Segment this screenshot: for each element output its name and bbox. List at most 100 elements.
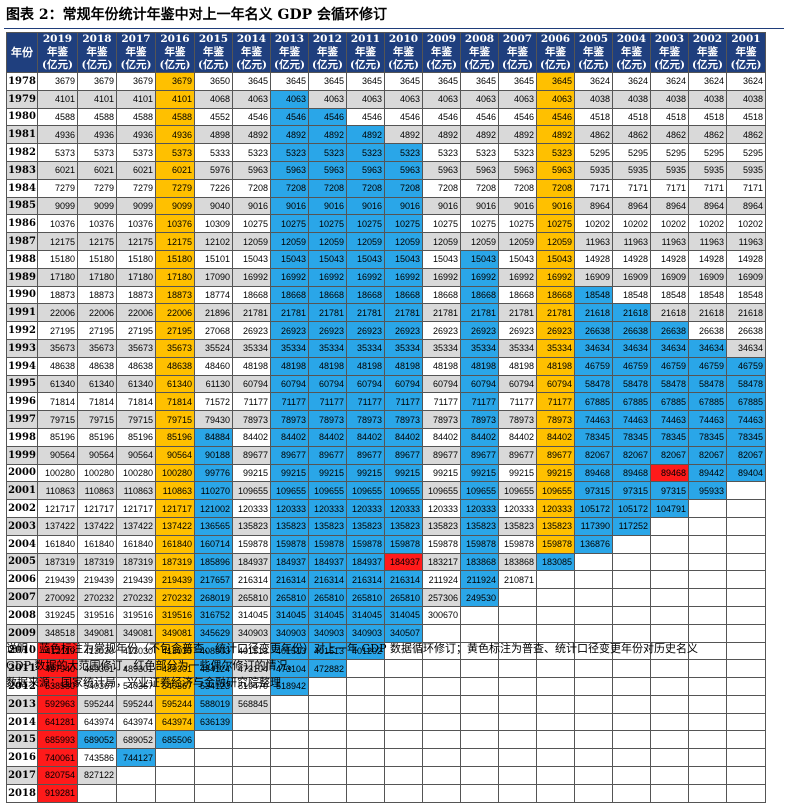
table-row: 2013 592963 595244 595244 595244 588019 568845 [6, 694, 766, 714]
gdp-value-cell: 16992 [536, 267, 575, 287]
gdp-value-cell: 595244 [116, 694, 156, 714]
gdp-value-cell: 26923 [460, 321, 499, 340]
header-line: 年鉴 [583, 46, 604, 58]
gdp-value-cell [384, 748, 423, 768]
gdp-value-cell [574, 552, 613, 572]
gdp-value-cell: 120333 [270, 499, 309, 518]
gdp-value-cell: 78973 [384, 410, 423, 429]
gdp-value-cell: 643974 [155, 712, 195, 732]
gdp-value-cell: 12175 [155, 232, 195, 251]
gdp-value-cell: 35673 [77, 338, 117, 358]
gdp-value-cell: 4862 [726, 125, 766, 145]
gdp-value-cell: 74463 [574, 410, 613, 429]
gdp-value-cell [422, 766, 461, 785]
gdp-value-cell: 16992 [460, 267, 499, 287]
gdp-value-cell: 5963 [232, 160, 271, 180]
gdp-value-cell: 4038 [574, 89, 613, 109]
gdp-value-cell [232, 748, 271, 768]
gdp-value-cell: 217657 [194, 570, 233, 590]
gdp-value-cell [650, 712, 689, 732]
gdp-value-cell [688, 623, 727, 643]
note-line-2: GDP 数据的大范围修订，红色部分为一些偶尔修订的情况。 [6, 659, 299, 672]
gdp-value-cell [612, 766, 651, 785]
gdp-value-cell [650, 552, 689, 572]
row-year: 2014 [6, 712, 38, 732]
gdp-value-cell: 7208 [498, 178, 537, 198]
gdp-value-cell: 18548 [574, 285, 613, 305]
gdp-value-cell: 595244 [155, 694, 195, 714]
gdp-value-cell: 99215 [460, 463, 499, 483]
header-line: 2006 [540, 33, 571, 46]
gdp-value-cell: 159878 [422, 534, 461, 554]
table-row: 1992 27195 27195 27195 27195 27068 26923 26923 2… [6, 321, 766, 340]
gdp-value-cell: 71177 [270, 392, 309, 412]
gdp-value-cell: 5323 [270, 143, 309, 162]
gdp-value-cell: 4518 [612, 107, 651, 127]
gdp-value-cell: 26923 [498, 321, 537, 340]
gdp-value-cell: 184937 [384, 552, 423, 572]
gdp-value-cell: 78973 [232, 410, 271, 429]
gdp-value-cell: 5295 [574, 143, 613, 162]
gdp-value-cell: 4546 [460, 107, 499, 127]
header-line: 年鉴 [697, 46, 718, 58]
row-year: 1996 [6, 392, 38, 412]
table-row: 1997 79715 79715 79715 79715 79430 78973 78973 7… [6, 410, 766, 429]
gdp-value-cell: 7226 [194, 178, 233, 198]
header-yearbook-2014: 2014 年鉴 (亿元) [232, 32, 271, 73]
gdp-value-cell: 9016 [460, 196, 499, 216]
gdp-value-cell: 109655 [536, 481, 575, 501]
gdp-value-cell: 919281 [37, 783, 78, 803]
gdp-value-cell: 265810 [308, 588, 347, 607]
gdp-value-cell: 3650 [194, 72, 233, 91]
row-year: 1989 [6, 267, 38, 287]
gdp-value-cell: 5295 [726, 143, 766, 162]
gdp-value-cell: 216314 [270, 570, 309, 590]
gdp-value-cell: 161840 [116, 534, 156, 554]
gdp-value-cell: 17180 [116, 267, 156, 287]
gdp-value-cell: 84402 [270, 427, 309, 447]
gdp-value-cell: 137422 [37, 516, 78, 536]
gdp-value-cell: 314045 [346, 605, 385, 625]
gdp-value-cell: 7171 [688, 178, 727, 198]
gdp-value-cell: 5323 [536, 143, 575, 162]
header-line: 年鉴 [317, 46, 338, 58]
gdp-value-cell: 4892 [346, 125, 385, 145]
header-year: 年份 [6, 32, 38, 73]
gdp-value-cell [726, 605, 766, 625]
gdp-value-cell: 48198 [422, 356, 461, 376]
header-line: 年鉴 [621, 46, 642, 58]
gdp-value-cell [116, 783, 156, 803]
gdp-value-cell: 5323 [232, 143, 271, 162]
gdp-value-cell: 3679 [155, 72, 195, 91]
gdp-value-cell: 6021 [37, 160, 78, 180]
gdp-value-cell: 89677 [270, 445, 309, 465]
gdp-value-cell [384, 694, 423, 714]
table-row: 1994 48638 48638 48638 48638 48460 48198 48198 4… [6, 356, 766, 376]
gdp-value-cell: 184937 [232, 552, 271, 572]
gdp-value-cell [726, 570, 766, 590]
header-line: 年鉴 [431, 46, 452, 58]
gdp-value-cell: 74463 [650, 410, 689, 429]
gdp-value-cell: 78973 [422, 410, 461, 429]
gdp-value-cell [688, 641, 727, 661]
gdp-value-cell: 216314 [384, 570, 423, 590]
row-year: 1987 [6, 232, 38, 251]
gdp-value-cell: 89677 [536, 445, 575, 465]
gdp-value-cell: 78973 [536, 410, 575, 429]
gdp-value-cell: 27195 [116, 321, 156, 340]
gdp-value-cell: 210871 [498, 570, 537, 590]
gdp-value-cell: 48638 [37, 356, 78, 376]
gdp-value-cell: 60794 [308, 374, 347, 394]
gdp-value-cell: 26923 [346, 321, 385, 340]
row-year: 1983 [6, 160, 38, 180]
gdp-value-cell: 268019 [194, 588, 233, 607]
gdp-value-cell: 135823 [384, 516, 423, 536]
gdp-value-cell: 121717 [37, 499, 78, 518]
gdp-value-cell: 16909 [612, 267, 651, 287]
gdp-value-cell: 35334 [308, 338, 347, 358]
gdp-value-cell: 7208 [346, 178, 385, 198]
gdp-value-cell: 5935 [574, 160, 613, 180]
gdp-value-cell: 78973 [308, 410, 347, 429]
gdp-value-cell: 21781 [384, 303, 423, 323]
gdp-value-cell: 85196 [155, 427, 195, 447]
